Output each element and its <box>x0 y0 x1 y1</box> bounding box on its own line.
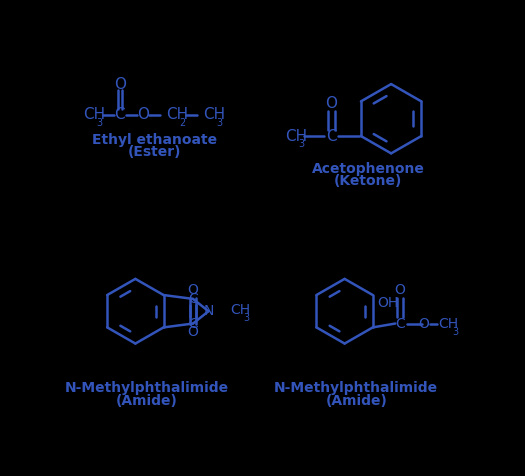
Text: O: O <box>418 317 428 330</box>
Text: Ethyl ethanoate: Ethyl ethanoate <box>92 132 217 147</box>
Text: O: O <box>394 283 405 298</box>
Text: 3: 3 <box>96 118 102 128</box>
Text: N: N <box>203 304 214 318</box>
Text: (Ketone): (Ketone) <box>334 174 402 188</box>
Text: C: C <box>395 317 405 330</box>
Text: O: O <box>137 108 149 122</box>
Text: CH: CH <box>439 317 459 330</box>
Text: OH: OH <box>377 296 399 310</box>
Text: O: O <box>326 96 338 111</box>
Text: 3: 3 <box>452 327 458 337</box>
Text: CH: CH <box>285 129 307 144</box>
Text: O: O <box>187 325 198 339</box>
Text: N-Methylphthalimide: N-Methylphthalimide <box>65 381 229 395</box>
Text: O: O <box>187 283 198 298</box>
Text: C: C <box>114 108 125 122</box>
Text: (Ester): (Ester) <box>128 145 182 159</box>
Text: Acetophenone: Acetophenone <box>311 162 424 176</box>
Text: 3: 3 <box>244 313 249 323</box>
Text: C: C <box>188 292 198 306</box>
Text: N-Methylphthalimide: N-Methylphthalimide <box>274 381 438 395</box>
Text: CH: CH <box>203 108 225 122</box>
Text: CH: CH <box>82 108 105 122</box>
Text: (Amide): (Amide) <box>116 394 178 407</box>
Text: CH: CH <box>230 303 250 317</box>
Text: 2: 2 <box>180 118 186 128</box>
Text: 3: 3 <box>298 139 304 149</box>
Text: C: C <box>326 129 337 144</box>
Text: CH: CH <box>166 108 188 122</box>
Text: (Amide): (Amide) <box>326 394 387 407</box>
Text: O: O <box>114 77 126 91</box>
Text: 3: 3 <box>216 118 222 128</box>
Text: C: C <box>188 317 198 330</box>
